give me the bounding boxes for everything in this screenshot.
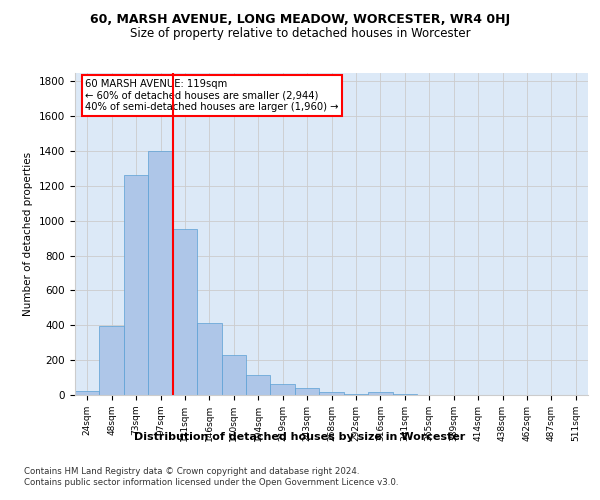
Bar [100, 326, 124, 395]
Bar [197, 322, 221, 395]
Bar [392, 394, 417, 395]
Bar [75, 390, 100, 395]
Bar [368, 392, 392, 395]
Text: Size of property relative to detached houses in Worcester: Size of property relative to detached ho… [130, 28, 470, 40]
Bar [295, 388, 319, 395]
Text: Contains HM Land Registry data © Crown copyright and database right 2024.
Contai: Contains HM Land Registry data © Crown c… [24, 468, 398, 487]
Text: 60 MARSH AVENUE: 119sqm
← 60% of detached houses are smaller (2,944)
40% of semi: 60 MARSH AVENUE: 119sqm ← 60% of detache… [85, 79, 339, 112]
Bar [246, 375, 271, 395]
Bar [221, 354, 246, 395]
Bar [173, 230, 197, 395]
Text: Distribution of detached houses by size in Worcester: Distribution of detached houses by size … [134, 432, 466, 442]
Y-axis label: Number of detached properties: Number of detached properties [23, 152, 34, 316]
Bar [271, 384, 295, 395]
Bar [344, 394, 368, 395]
Text: 60, MARSH AVENUE, LONG MEADOW, WORCESTER, WR4 0HJ: 60, MARSH AVENUE, LONG MEADOW, WORCESTER… [90, 12, 510, 26]
Bar [124, 176, 148, 395]
Bar [148, 151, 173, 395]
Bar [319, 392, 344, 395]
